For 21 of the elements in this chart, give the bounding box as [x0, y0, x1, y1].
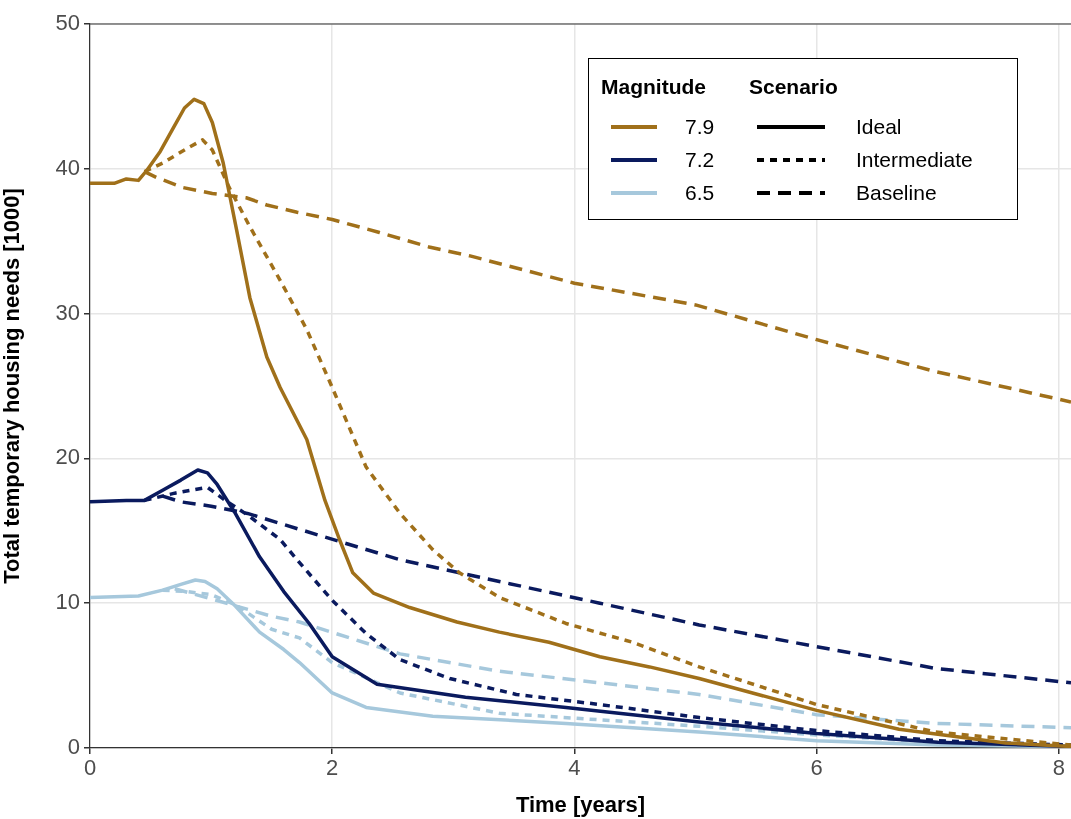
y-tick-label: 20: [55, 444, 80, 470]
y-tick-label: 30: [55, 299, 80, 325]
x-tick-label: 2: [326, 755, 339, 781]
annotation: Baseline: [856, 181, 937, 205]
y-tick-label: 10: [55, 589, 80, 615]
x-tick-label: 6: [810, 755, 823, 781]
legend-label: 7.9: [685, 115, 715, 139]
legend-label: 7.2: [685, 148, 715, 172]
annotation: Intermediate: [856, 148, 973, 172]
x-tick-label: 8: [1052, 755, 1066, 781]
y-axis-title: Total temporary housing needs [1000]: [0, 188, 25, 584]
annotation: Ideal: [856, 115, 902, 139]
legend-title: Magnitude: [601, 75, 706, 99]
x-tick-label: 0: [83, 755, 97, 781]
y-tick-label: 0: [67, 734, 80, 760]
annotation: Scenario: [749, 75, 838, 99]
y-tick-label: 50: [55, 10, 80, 36]
x-axis-title: Time [years]: [515, 791, 646, 817]
x-tick-label: 4: [568, 755, 581, 781]
y-tick-label: 40: [55, 154, 80, 180]
legend-label: 6.5: [685, 181, 715, 205]
